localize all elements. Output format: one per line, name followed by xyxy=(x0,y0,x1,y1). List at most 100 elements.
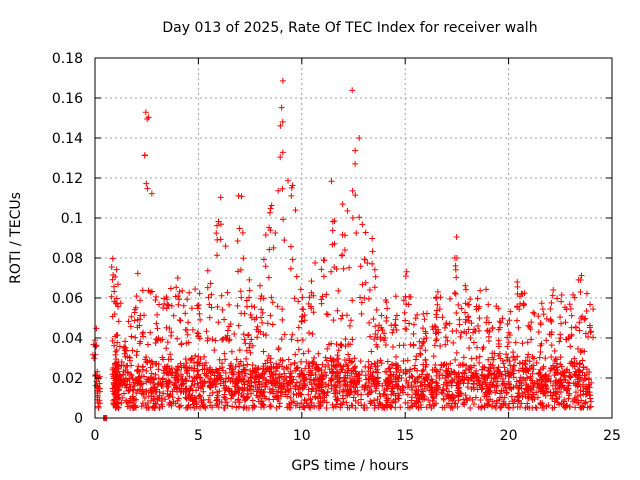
data-point xyxy=(159,336,166,343)
data-point xyxy=(539,306,546,313)
data-point xyxy=(423,334,430,341)
data-point xyxy=(372,368,379,375)
data-point xyxy=(302,382,309,389)
data-point xyxy=(354,391,361,398)
data-point xyxy=(296,373,303,380)
data-point xyxy=(323,399,330,406)
data-point xyxy=(199,366,206,373)
data-point xyxy=(572,324,579,331)
data-point xyxy=(256,381,263,388)
data-point xyxy=(446,320,453,327)
data-point xyxy=(411,362,418,369)
x-tick-label: 20 xyxy=(500,428,518,444)
data-point xyxy=(239,229,246,236)
data-point xyxy=(333,363,340,370)
data-point xyxy=(368,383,375,390)
data-point xyxy=(384,305,391,312)
data-point xyxy=(514,353,521,360)
data-point xyxy=(232,399,239,406)
data-point xyxy=(538,300,545,307)
data-point xyxy=(527,373,534,380)
data-point xyxy=(298,318,305,325)
data-point xyxy=(339,201,346,208)
data-point xyxy=(192,286,199,293)
data-point xyxy=(356,214,363,221)
data-point xyxy=(345,351,352,358)
data-point xyxy=(155,366,162,373)
data-point xyxy=(468,364,475,371)
data-point xyxy=(547,367,554,374)
data-point xyxy=(362,279,369,286)
data-point xyxy=(585,333,592,340)
data-point xyxy=(206,379,213,386)
data-point xyxy=(299,313,306,320)
data-point xyxy=(484,327,491,334)
data-point xyxy=(294,337,301,344)
data-point xyxy=(310,377,317,384)
data-point xyxy=(134,270,141,277)
data-point xyxy=(192,395,199,402)
data-point xyxy=(420,388,427,395)
data-point xyxy=(312,388,319,395)
data-point xyxy=(245,378,252,385)
axis-ticks xyxy=(94,57,613,419)
data-point xyxy=(580,377,587,384)
data-point xyxy=(164,388,171,395)
data-point xyxy=(481,393,488,400)
data-point xyxy=(270,244,277,251)
data-point xyxy=(156,392,163,399)
data-point xyxy=(562,319,569,326)
data-point xyxy=(418,404,425,411)
data-point xyxy=(332,393,339,400)
data-point xyxy=(418,371,425,378)
data-point xyxy=(348,367,355,374)
data-point xyxy=(187,385,194,392)
data-point xyxy=(466,301,473,308)
data-point xyxy=(110,397,117,404)
data-point xyxy=(530,362,537,369)
data-point xyxy=(548,329,555,336)
data-point xyxy=(489,382,496,389)
data-point xyxy=(275,374,282,381)
data-point xyxy=(583,290,590,297)
data-point xyxy=(587,403,594,410)
data-point xyxy=(350,380,357,387)
data-point xyxy=(214,252,221,259)
data-point xyxy=(382,335,389,342)
data-point xyxy=(223,384,230,391)
data-point xyxy=(188,305,195,312)
data-point xyxy=(287,377,294,384)
data-point xyxy=(567,373,574,380)
data-point xyxy=(362,229,369,236)
data-point xyxy=(347,317,354,324)
data-point xyxy=(533,404,540,411)
data-point xyxy=(174,275,181,282)
data-point xyxy=(327,355,334,362)
data-point xyxy=(553,356,560,363)
data-point xyxy=(132,334,139,341)
data-point xyxy=(203,372,210,379)
data-point xyxy=(544,377,551,384)
data-point xyxy=(108,293,115,300)
data-point xyxy=(235,369,242,376)
data-point xyxy=(279,306,286,313)
data-point xyxy=(466,366,473,373)
data-point xyxy=(183,326,190,333)
data-point xyxy=(556,377,563,384)
data-point xyxy=(566,403,573,410)
data-point xyxy=(401,309,408,316)
data-point xyxy=(275,346,282,353)
data-point xyxy=(110,283,117,290)
data-point xyxy=(310,292,317,299)
data-point xyxy=(259,401,266,408)
data-point xyxy=(568,312,575,319)
data-point xyxy=(527,385,534,392)
data-point xyxy=(521,389,528,396)
data-point xyxy=(449,378,456,385)
data-point xyxy=(348,379,355,386)
data-point xyxy=(488,403,495,410)
data-point xyxy=(174,397,181,404)
data-point xyxy=(352,147,359,154)
data-point xyxy=(359,281,366,288)
data-point xyxy=(176,317,183,324)
